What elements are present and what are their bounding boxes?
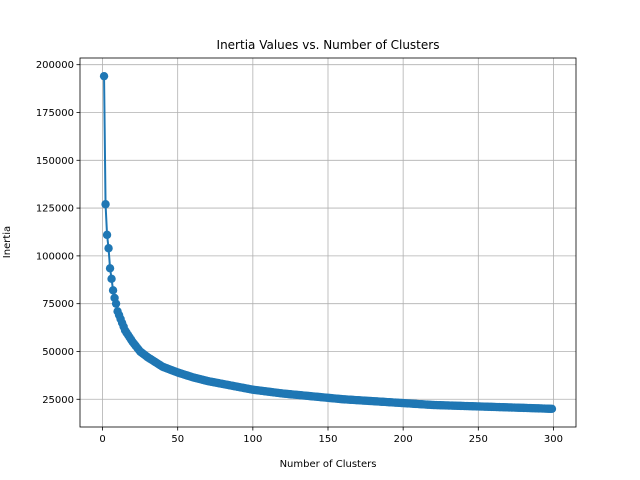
axis-ticks: 0 50 100 150 200 250 300 25000 50000 75000 100000 1… [36, 60, 563, 445]
data-point [99, 71, 109, 81]
y-tick-label: 175000 [36, 108, 74, 119]
y-tick-label: 125000 [36, 204, 74, 215]
data-point [104, 244, 113, 253]
series-inertia [99, 71, 557, 414]
data-point [105, 264, 115, 273]
data-point [547, 404, 557, 414]
x-tick-label: 200 [394, 434, 413, 445]
grid-lines [80, 58, 576, 427]
data-point [101, 200, 110, 209]
x-tick-label: 100 [243, 434, 262, 445]
y-tick-label: 75000 [42, 299, 74, 310]
x-tick-label: 300 [544, 434, 563, 445]
data-point [102, 230, 112, 240]
data-point [111, 299, 121, 308]
x-tick-label: 50 [171, 434, 184, 445]
x-tick-label: 0 [99, 434, 105, 445]
data-point [107, 274, 116, 284]
chart-title: Inertia Values vs. Number of Clusters [217, 38, 440, 52]
x-tick-label: 150 [318, 434, 337, 445]
y-tick-label: 150000 [36, 156, 74, 167]
y-tick-label: 100000 [36, 251, 74, 262]
y-tick-label: 200000 [36, 60, 74, 71]
y-tick-label: 50000 [42, 347, 74, 358]
data-point [108, 286, 118, 295]
y-tick-label: 25000 [42, 395, 74, 406]
x-tick-label: 250 [469, 434, 488, 445]
y-axis-label: Inertia [2, 226, 13, 258]
x-axis-label: Number of Clusters [280, 459, 377, 470]
